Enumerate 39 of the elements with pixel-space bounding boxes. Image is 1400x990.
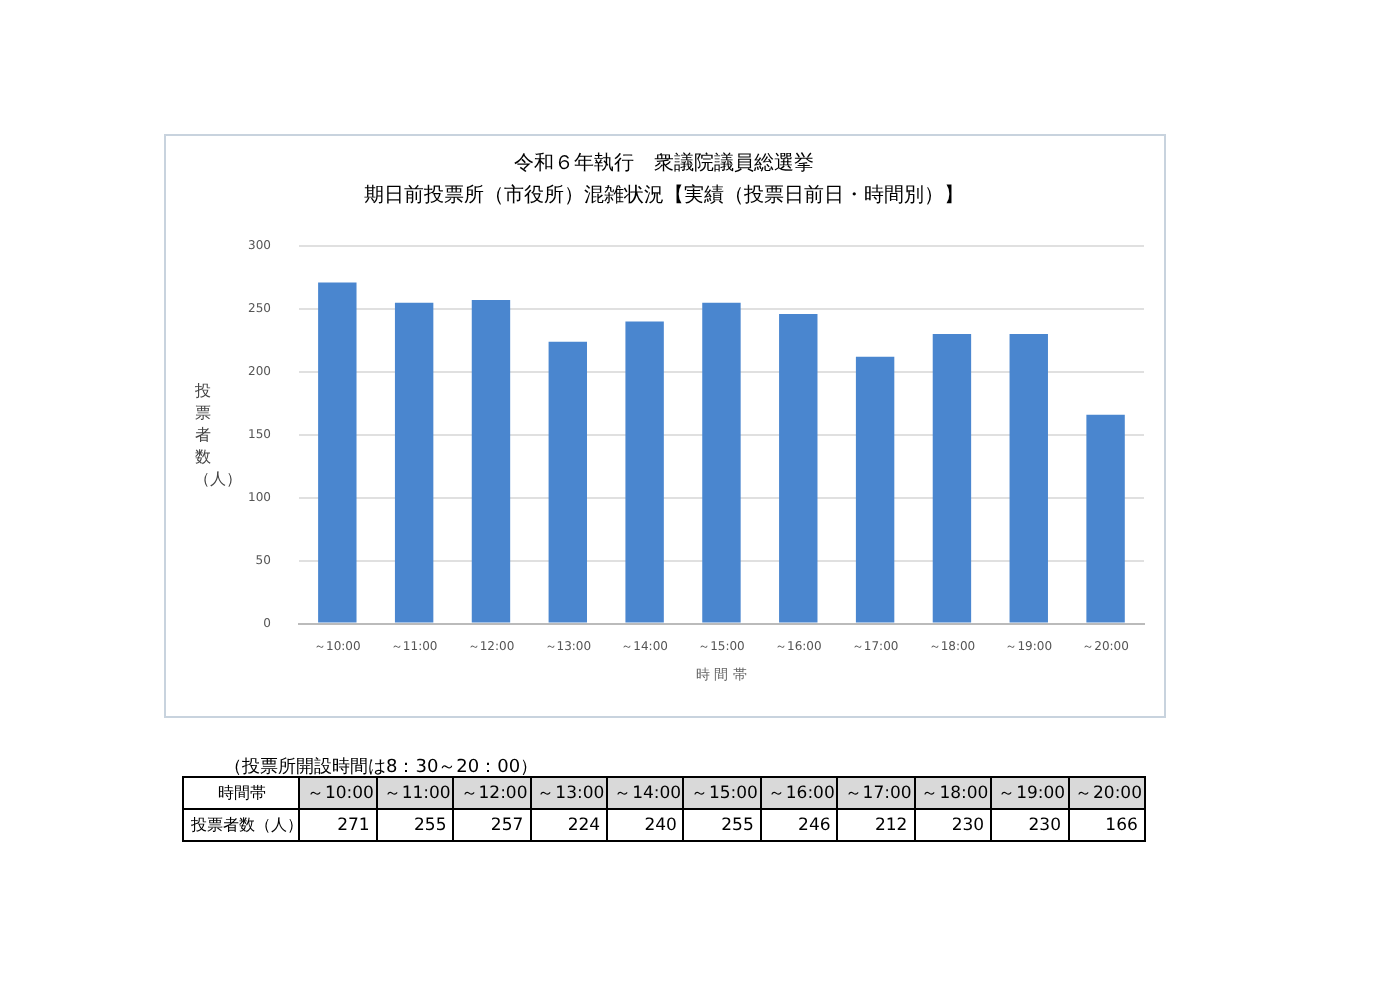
category-label: ～11:00 — [383, 783, 451, 803]
data-label: 255 — [376, 809, 454, 841]
data-label: 271 — [299, 809, 377, 841]
data-label: 224 — [530, 809, 608, 841]
category-label: ～13:00 — [537, 783, 605, 803]
data-label: 212 — [837, 809, 915, 841]
bar — [779, 313, 818, 623]
text: （投票所開設時間は8：30～20：00） — [224, 755, 539, 780]
text: 投票者数（人） — [183, 809, 303, 841]
chart-subtitle: 期日前投票所（市役所）混雑状況【実績（投票日前日・時間別）】 — [364, 183, 964, 208]
bar — [855, 356, 895, 623]
category-label: ～17:00 — [844, 783, 912, 803]
bar — [318, 282, 357, 623]
data-label: 230 — [991, 809, 1068, 841]
category-label: ～20:00 — [1075, 783, 1142, 803]
y-axis-title: 投票者数（人） — [194, 379, 242, 490]
category-label: ～15:00 — [690, 783, 758, 803]
text: 時間帯 — [217, 784, 266, 802]
bar — [471, 300, 511, 623]
bar — [625, 321, 664, 623]
bar — [1086, 414, 1125, 623]
bar — [702, 302, 741, 623]
category-label: ～10:00 — [306, 783, 374, 803]
category-label: ～14:00 — [614, 783, 682, 803]
category-label: ～16:00 — [767, 783, 835, 803]
category-label: ～12:00 — [460, 783, 528, 803]
bar — [932, 334, 972, 623]
bar — [1009, 334, 1048, 623]
data-label: 166 — [1068, 809, 1145, 841]
category-label: ～19:00 — [998, 783, 1066, 803]
data-label: 255 — [683, 809, 761, 841]
data-label: 257 — [453, 809, 531, 841]
data-label: 240 — [607, 809, 684, 841]
category-label: ～18:00 — [921, 783, 989, 803]
chart-title: 令和６年執行 衆議院議員総選挙 — [514, 151, 814, 176]
data-label: 230 — [914, 809, 992, 841]
data-label: 246 — [760, 809, 838, 841]
bar — [548, 341, 588, 623]
bar — [394, 302, 434, 623]
